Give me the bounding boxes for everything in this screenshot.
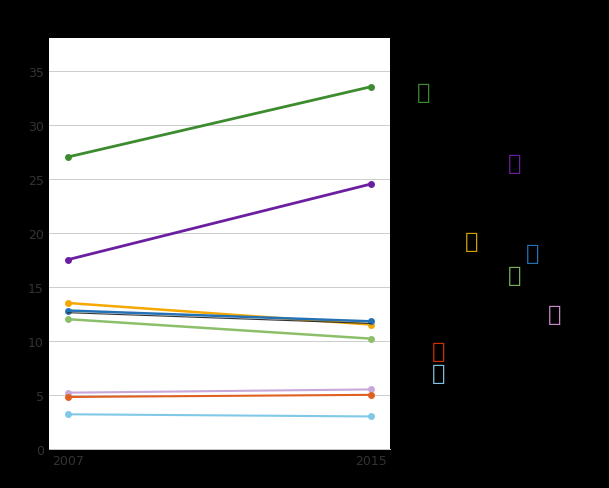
Text: 🏠: 🏠 xyxy=(432,342,445,361)
Text: 🏃: 🏃 xyxy=(417,83,430,102)
Text: 🧠: 🧠 xyxy=(547,305,561,325)
Text: 🏛: 🏛 xyxy=(432,364,445,383)
Text: 🎵: 🎵 xyxy=(526,244,540,264)
Text: 🧘: 🧘 xyxy=(508,266,521,285)
Text: 📚: 📚 xyxy=(465,232,479,251)
Text: 🎭: 🎭 xyxy=(508,154,521,173)
